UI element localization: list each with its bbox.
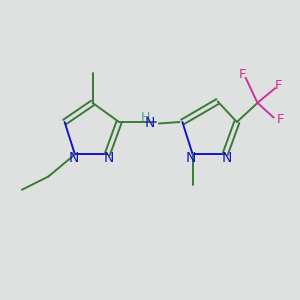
- Text: N: N: [221, 151, 232, 165]
- Text: F: F: [276, 112, 284, 126]
- Text: H: H: [141, 111, 150, 124]
- Text: N: N: [186, 151, 196, 165]
- Text: F: F: [238, 68, 246, 81]
- Text: N: N: [68, 151, 79, 165]
- Text: N: N: [145, 116, 155, 130]
- Text: F: F: [275, 79, 282, 92]
- Text: N: N: [103, 151, 114, 165]
